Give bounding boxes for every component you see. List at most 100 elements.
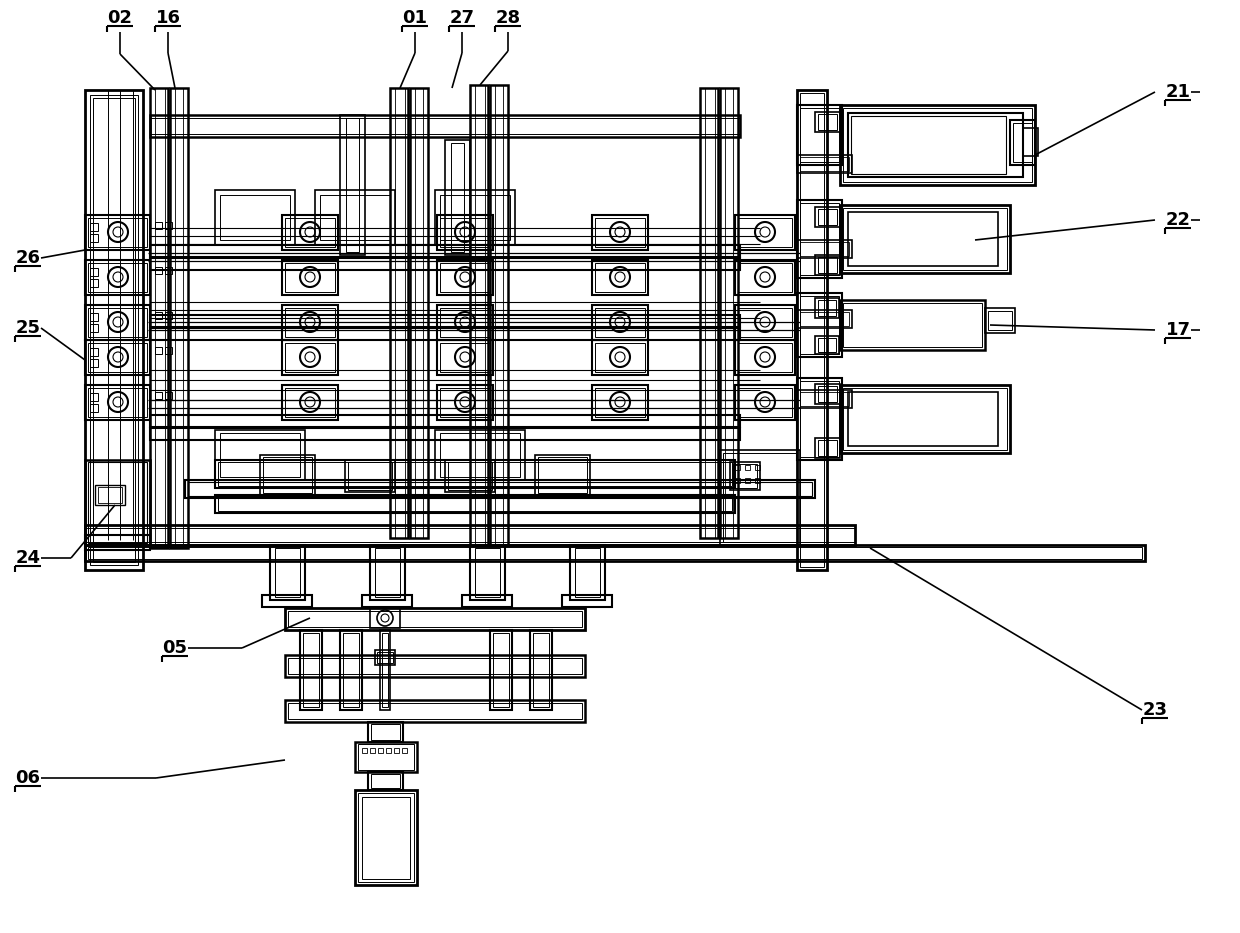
Bar: [281, 260, 339, 295]
Bar: [86, 215, 150, 250]
Bar: [815, 298, 839, 318]
Bar: [440, 218, 490, 247]
Bar: [436, 385, 494, 420]
Bar: [345, 460, 396, 492]
Bar: [818, 257, 837, 273]
Bar: [562, 595, 613, 607]
Bar: [91, 279, 98, 287]
Bar: [355, 790, 417, 885]
Bar: [155, 312, 162, 319]
Bar: [735, 385, 795, 420]
Bar: [800, 312, 849, 326]
Bar: [1013, 123, 1032, 162]
Bar: [738, 343, 792, 372]
Bar: [797, 90, 827, 570]
Bar: [436, 215, 494, 250]
Bar: [88, 343, 148, 372]
Bar: [285, 308, 335, 337]
Bar: [797, 310, 852, 328]
Bar: [494, 633, 508, 707]
Bar: [155, 392, 162, 399]
Bar: [262, 595, 312, 607]
Bar: [155, 267, 162, 274]
Bar: [260, 455, 315, 495]
Bar: [98, 487, 122, 503]
Bar: [285, 700, 585, 722]
Bar: [315, 190, 396, 245]
Text: 28: 28: [496, 9, 521, 27]
Bar: [410, 88, 428, 538]
Bar: [86, 340, 150, 375]
Bar: [150, 258, 740, 270]
Bar: [371, 774, 401, 788]
Bar: [86, 305, 150, 340]
Bar: [738, 263, 792, 292]
Bar: [218, 462, 732, 486]
Bar: [281, 385, 339, 420]
Bar: [720, 450, 800, 545]
Bar: [797, 293, 842, 357]
Bar: [797, 378, 842, 460]
Bar: [374, 650, 396, 665]
Bar: [735, 465, 740, 470]
Bar: [745, 465, 750, 470]
Bar: [839, 300, 985, 350]
Bar: [91, 393, 98, 401]
Bar: [285, 655, 585, 677]
Bar: [88, 218, 148, 247]
Bar: [88, 308, 148, 337]
Bar: [91, 404, 98, 412]
Bar: [155, 347, 162, 354]
Bar: [591, 340, 649, 375]
Bar: [595, 388, 645, 417]
Bar: [288, 658, 582, 674]
Bar: [219, 433, 300, 477]
Bar: [300, 630, 322, 710]
Bar: [591, 385, 649, 420]
Bar: [570, 545, 605, 600]
Bar: [848, 212, 998, 266]
Bar: [355, 742, 417, 772]
Bar: [730, 462, 760, 490]
Bar: [451, 143, 464, 252]
Bar: [95, 485, 125, 505]
Bar: [374, 548, 401, 597]
Bar: [88, 462, 148, 543]
Bar: [88, 547, 1142, 559]
Bar: [320, 195, 391, 240]
Bar: [391, 88, 408, 538]
Bar: [150, 315, 740, 327]
Bar: [343, 633, 360, 707]
Bar: [86, 535, 150, 550]
Bar: [285, 343, 335, 372]
Bar: [91, 234, 98, 242]
Bar: [815, 207, 839, 227]
Bar: [818, 338, 836, 352]
Bar: [448, 462, 492, 490]
Bar: [463, 595, 512, 607]
Bar: [288, 703, 582, 719]
Bar: [843, 388, 1007, 450]
Bar: [218, 497, 732, 511]
Bar: [800, 203, 839, 275]
Bar: [288, 611, 582, 627]
Bar: [93, 98, 135, 562]
Bar: [382, 633, 388, 707]
Bar: [815, 112, 839, 132]
Bar: [533, 633, 549, 707]
Bar: [440, 195, 510, 240]
Bar: [595, 343, 645, 372]
Text: 27: 27: [449, 9, 475, 27]
Bar: [538, 457, 587, 493]
Bar: [386, 748, 391, 753]
Bar: [839, 385, 1011, 453]
Bar: [91, 359, 98, 367]
Bar: [797, 240, 852, 258]
Bar: [848, 392, 998, 446]
Bar: [440, 433, 520, 477]
Bar: [575, 548, 600, 597]
Bar: [436, 260, 494, 295]
Bar: [91, 348, 98, 356]
Bar: [371, 724, 401, 740]
Bar: [985, 308, 1016, 333]
